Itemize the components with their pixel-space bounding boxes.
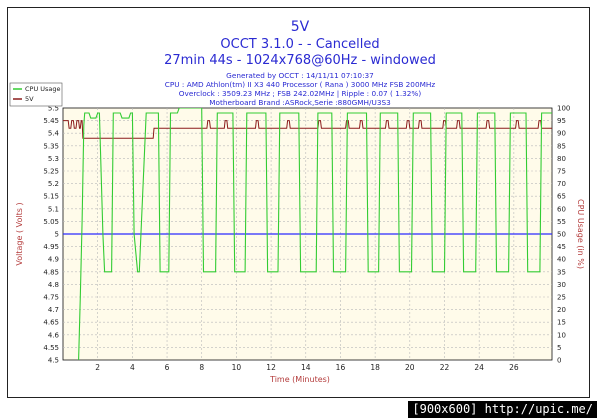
x-tick: 10 <box>232 363 242 372</box>
y-tick-right: 15 <box>557 319 566 327</box>
y-tick-left: 5 <box>55 231 59 239</box>
y-tick-right: 75 <box>557 168 566 176</box>
y-tick-right: 70 <box>557 180 566 188</box>
y-tick-left: 4.9 <box>48 256 59 264</box>
y-tick-right: 45 <box>557 243 566 251</box>
y-tick-left: 5.5 <box>48 105 59 113</box>
y-tick-left: 4.55 <box>43 344 59 352</box>
y-tick-right: 90 <box>557 130 566 138</box>
y-tick-right: 5 <box>557 344 561 352</box>
chart-title: 5V <box>291 19 310 35</box>
y-tick-left: 5.05 <box>43 218 59 226</box>
x-tick: 14 <box>301 363 311 372</box>
y-tick-left: 4.7 <box>48 306 59 314</box>
y-tick-left: 4.8 <box>48 281 59 289</box>
watermark-badge: [900x600] http://upic.me/ <box>408 401 597 418</box>
y-tick-left: 4.75 <box>43 294 59 302</box>
info-line: Generated by OCCT : 14/11/11 07:10:37 <box>226 71 374 80</box>
y-axis-label-right: CPU Usage (in %) <box>576 199 585 269</box>
y-tick-right: 80 <box>557 155 566 163</box>
y-tick-left: 5.45 <box>43 117 59 125</box>
y-tick-left: 4.6 <box>48 331 60 339</box>
y-tick-right: 25 <box>557 294 566 302</box>
y-axis-label-left: Voltage ( Volts ) <box>15 202 24 265</box>
y-tick-left: 5.25 <box>43 168 59 176</box>
y-tick-left: 4.5 <box>48 357 59 365</box>
legend-label: CPU Usage <box>25 85 61 93</box>
x-tick: 16 <box>336 363 346 372</box>
chart-subtitle-2: 27min 44s - 1024x768@60Hz - windowed <box>164 53 436 68</box>
y-tick-left: 5.4 <box>48 130 60 138</box>
info-line: CPU : AMD Athlon(tm) II X3 440 Processor… <box>165 80 436 89</box>
y-tick-left: 5.15 <box>43 193 59 201</box>
x-axis-label: Time (Minutes) <box>269 375 330 384</box>
x-tick: 22 <box>440 363 450 372</box>
y-tick-right: 50 <box>557 231 566 239</box>
x-tick: 24 <box>474 363 484 372</box>
x-tick: 20 <box>405 363 415 372</box>
y-tick-left: 4.65 <box>43 319 59 327</box>
y-tick-right: 40 <box>557 256 566 264</box>
y-tick-left: 5.35 <box>43 142 59 150</box>
y-tick-left: 5.3 <box>48 155 59 163</box>
y-tick-right: 85 <box>557 142 566 150</box>
y-tick-right: 55 <box>557 218 566 226</box>
y-tick-right: 35 <box>557 268 566 276</box>
y-tick-right: 30 <box>557 281 566 289</box>
x-tick: 26 <box>509 363 519 372</box>
y-tick-right: 20 <box>557 306 566 314</box>
info-line: Overclock : 3509.23 MHz ; FSB 242.02MHz … <box>179 89 422 98</box>
x-tick: 12 <box>266 363 276 372</box>
y-tick-left: 5.1 <box>48 205 59 213</box>
legend-label: 5V <box>25 95 34 103</box>
chart-subtitle: OCCT 3.1.0 - - Cancelled <box>220 37 379 52</box>
y-tick-right: 100 <box>557 105 570 113</box>
legend-box <box>9 82 63 107</box>
x-tick: 8 <box>199 363 204 372</box>
y-tick-right: 95 <box>557 117 566 125</box>
y-tick-left: 4.85 <box>43 268 59 276</box>
y-tick-right: 0 <box>557 357 561 365</box>
y-tick-left: 5.2 <box>48 180 59 188</box>
y-tick-right: 65 <box>557 193 566 201</box>
y-tick-right: 60 <box>557 205 566 213</box>
y-tick-left: 4.95 <box>43 243 59 251</box>
x-tick: 18 <box>370 363 380 372</box>
y-tick-right: 10 <box>557 331 566 339</box>
info-line: Motherboard Brand :ASRock,Serie :880GMH/… <box>209 98 391 107</box>
x-tick: 6 <box>165 363 170 372</box>
x-tick: 4 <box>130 363 135 372</box>
x-tick: 2 <box>95 363 100 372</box>
series-cpu-usage-line <box>78 108 552 360</box>
